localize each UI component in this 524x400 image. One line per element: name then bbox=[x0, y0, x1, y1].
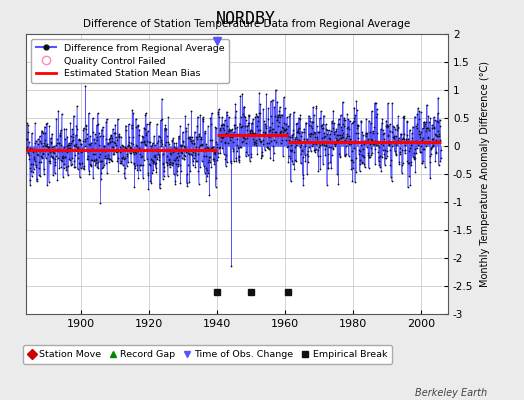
Legend: Station Move, Record Gap, Time of Obs. Change, Empirical Break: Station Move, Record Gap, Time of Obs. C… bbox=[24, 346, 392, 364]
Text: Difference of Station Temperature Data from Regional Average: Difference of Station Temperature Data f… bbox=[83, 19, 410, 29]
Y-axis label: Monthly Temperature Anomaly Difference (°C): Monthly Temperature Anomaly Difference (… bbox=[480, 61, 490, 287]
Text: NORDBY: NORDBY bbox=[216, 10, 276, 28]
Text: Berkeley Earth: Berkeley Earth bbox=[415, 388, 487, 398]
